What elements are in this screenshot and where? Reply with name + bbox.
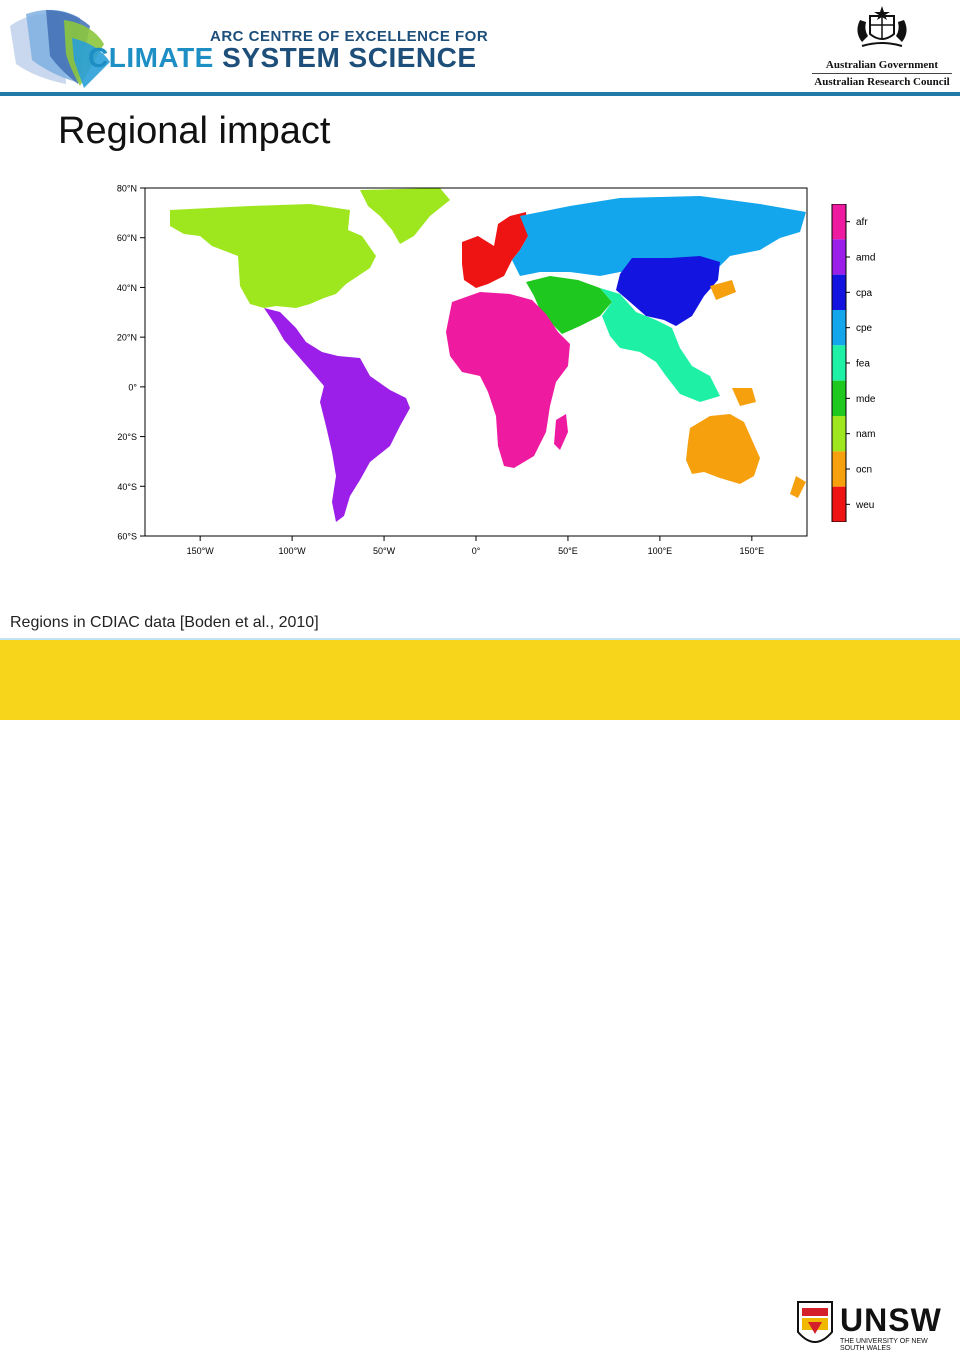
region-legend: afr amd cpa cpe fea mde nam ocn weu [831,204,876,522]
arc-climate-line: CLIMATE SYSTEM SCIENCE [88,42,477,74]
legend-label-cpe: cpe [856,323,873,334]
lat-tick-label: 60°S [117,532,137,542]
lon-tick-label: 150°E [740,546,765,556]
region-cpe [512,196,806,276]
arc-system-science-word: SYSTEM SCIENCE [213,42,477,73]
legend-swatch-cpe [832,310,846,346]
lat-tick-label: 60°N [117,233,137,243]
lon-tick-label: 100°W [279,546,307,556]
region-ocn-nz [790,476,806,498]
slide-title: Regional impact [58,110,331,152]
lat-tick-label: 20°N [117,333,137,343]
slide-footer: UNSW THE UNIVERSITY OF NEW SOUTH WALES [0,640,960,1352]
lon-tick-label: 50°E [558,546,578,556]
australian-government-logo: Australian Government Australian Researc… [808,6,956,88]
legend-swatch-nam [832,416,846,452]
arc-climate-word: CLIMATE [88,42,214,73]
lat-tick-label: 40°N [117,283,137,293]
unsw-crest-icon [797,1301,833,1343]
region-nam [170,204,376,308]
region-afr [446,292,570,468]
region-ocn-japan [710,280,736,300]
lon-tick-label: 50°W [373,546,396,556]
region-ocn-png [732,388,756,406]
legend-swatch-mde [832,380,846,416]
region-weu [462,212,528,288]
legend-label-amd: amd [856,253,875,264]
gov-divider [812,73,952,74]
legend-swatch-afr [832,204,846,240]
figure-caption: Regions in CDIAC data [Boden et al., 201… [10,614,319,631]
lat-tick-label: 0° [128,382,137,392]
legend-label-fea: fea [856,359,870,370]
region-ocn [686,414,760,484]
legend-label-afr: afr [856,217,868,228]
gov-line1: Australian Government [825,59,939,71]
unsw-wordmark: UNSW [840,1302,942,1338]
world-region-map: 80°N 60°N 40°N 20°N 0° 20°S 40°S 60°S 150°W 100°… [117,184,808,556]
slide-header: ARC CENTRE OF EXCELLENCE FOR CLIMATE SYS… [0,0,960,92]
unsw-subtitle: THE UNIVERSITY OF NEW SOUTH WALES [840,1338,928,1352]
arc-climate-logo-icon [10,9,110,88]
region-cpa [616,256,720,326]
unsw-logo: UNSW THE UNIVERSITY OF NEW SOUTH WALES [796,1300,946,1356]
header-divider [0,92,960,96]
map-land-regions [170,188,806,522]
lat-tick-label: 20°S [117,432,137,442]
region-nam-greenland [360,188,450,244]
legend-swatch-fea [832,345,846,381]
legend-swatch-cpa [832,274,846,310]
legend-swatch-weu [832,486,846,522]
gov-line2: Australian Research Council [814,76,950,88]
footer-divider [0,638,960,641]
longitude-axis: 150°W 100°W 50°W 0° 50°E 100°E 150°E [187,536,765,556]
region-amd [264,308,410,522]
legend-label-weu: weu [855,500,874,511]
lon-tick-label: 0° [472,546,481,556]
legend-frame [831,204,847,522]
latitude-axis: 80°N 60°N 40°N 20°N 0° 20°S 40°S 60°S [117,184,145,542]
legend-label-ocn: ocn [856,465,872,476]
region-mde [526,276,612,334]
lon-tick-label: 100°E [648,546,673,556]
legend-label-nam: nam [856,429,875,440]
arc-centre-line: ARC CENTRE OF EXCELLENCE FOR [210,28,489,45]
legend-label-mde: mde [856,394,876,405]
lat-tick-label: 40°S [117,482,137,492]
region-fea [600,288,720,402]
lon-tick-label: 150°W [187,546,215,556]
legend-label-cpa: cpa [856,288,873,299]
region-afr-madagascar [554,414,568,450]
legend-swatch-ocn [832,451,846,487]
lat-tick-label: 80°N [117,184,137,194]
coat-of-arms-icon [857,6,907,47]
legend-swatch-amd [832,239,846,275]
